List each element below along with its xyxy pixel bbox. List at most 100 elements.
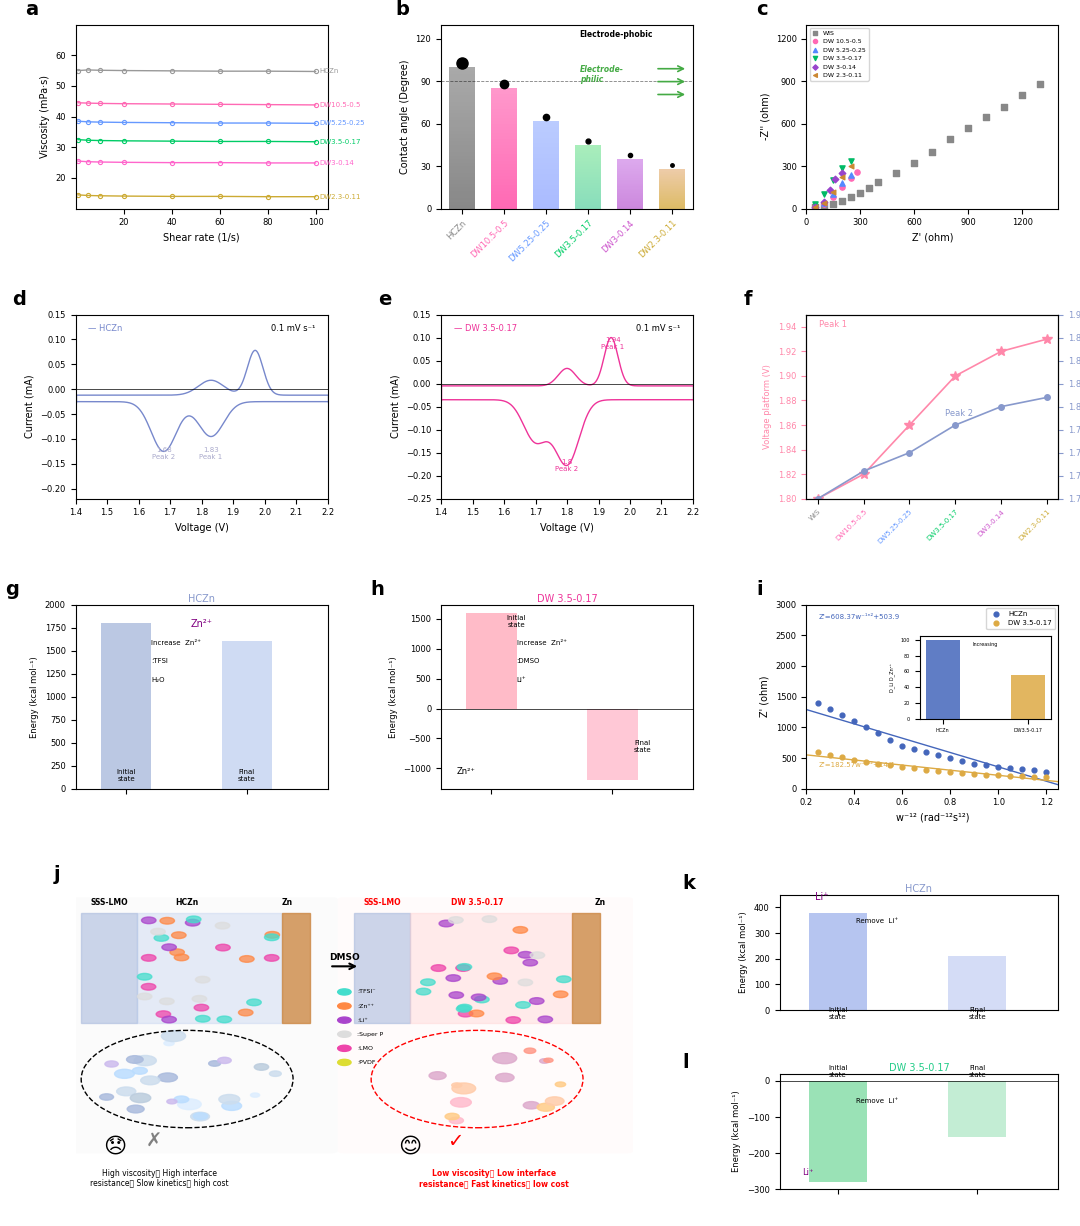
- Circle shape: [545, 1097, 564, 1106]
- Bar: [491, 88, 516, 91]
- Bar: [534, 125, 558, 128]
- Circle shape: [518, 951, 532, 959]
- Text: :Li⁺: :Li⁺: [357, 1018, 368, 1022]
- Circle shape: [132, 1068, 147, 1074]
- Bar: [449, 77, 474, 81]
- Circle shape: [162, 1016, 176, 1022]
- Bar: [491, 179, 516, 181]
- Text: Final
state: Final state: [969, 1065, 986, 1079]
- Bar: [491, 146, 516, 148]
- Bar: [618, 189, 643, 190]
- Circle shape: [254, 1064, 269, 1070]
- Bar: [449, 148, 474, 152]
- Text: — HCZn: — HCZn: [89, 324, 122, 332]
- DW 3.5-0.17: [858, 752, 875, 771]
- Circle shape: [471, 994, 486, 1000]
- Circle shape: [157, 1011, 171, 1018]
- Circle shape: [219, 1095, 240, 1105]
- DW 3.5-0.17: [906, 759, 923, 779]
- Circle shape: [154, 934, 168, 942]
- Text: Peak 1: Peak 1: [819, 320, 847, 329]
- Bar: [491, 188, 516, 190]
- Bar: [449, 191, 474, 195]
- Text: Electrode-
philic: Electrode- philic: [580, 65, 623, 83]
- Bar: [491, 130, 516, 134]
- Text: — DW 3.5-0.17: — DW 3.5-0.17: [454, 324, 516, 332]
- Bar: [534, 136, 558, 139]
- Bar: [576, 197, 600, 199]
- Text: Final
state: Final state: [239, 770, 256, 782]
- Bar: [576, 177, 600, 179]
- Text: Remove  Li⁺: Remove Li⁺: [856, 1097, 899, 1103]
- Circle shape: [265, 955, 279, 961]
- Bar: [221, 641, 272, 788]
- Circle shape: [457, 964, 472, 970]
- Bar: [491, 103, 516, 107]
- Y-axis label: Viscosity (mPa·s): Viscosity (mPa·s): [40, 75, 50, 158]
- Bar: [534, 150, 558, 152]
- Circle shape: [523, 1102, 539, 1110]
- Text: Li⁺: Li⁺: [801, 1168, 813, 1177]
- WIS: [807, 197, 824, 217]
- DW 3.5-0.17: [881, 755, 899, 775]
- Bar: [410, 912, 572, 1022]
- Circle shape: [507, 1016, 521, 1024]
- Bar: [534, 123, 558, 125]
- DW 5.25-0.25: [807, 197, 824, 217]
- Circle shape: [240, 955, 254, 962]
- Circle shape: [474, 997, 489, 1003]
- Circle shape: [192, 996, 206, 1002]
- Bar: [534, 121, 558, 123]
- Bar: [534, 180, 558, 183]
- Text: Initial
state: Initial state: [507, 614, 526, 628]
- HCZn: [810, 693, 827, 712]
- Bar: [618, 183, 643, 184]
- Bar: [576, 183, 600, 185]
- Circle shape: [251, 1094, 259, 1097]
- Bar: [576, 191, 600, 192]
- Text: 0.1 mV s⁻¹: 0.1 mV s⁻¹: [636, 324, 680, 332]
- Bar: [534, 163, 558, 164]
- DW 3-0.14: [821, 180, 838, 200]
- Bar: [618, 173, 643, 174]
- Y-axis label: Energy (kcal mol⁻¹): Energy (kcal mol⁻¹): [740, 911, 748, 993]
- Circle shape: [431, 965, 446, 971]
- Circle shape: [530, 951, 544, 959]
- Bar: [534, 183, 558, 184]
- Text: :PVDF: :PVDF: [357, 1060, 376, 1065]
- HCZn: [906, 739, 923, 759]
- Bar: [449, 128, 474, 131]
- DW 2.3-0.11: [815, 194, 833, 213]
- Bar: [576, 172, 600, 174]
- Circle shape: [451, 1083, 475, 1094]
- Bar: [491, 196, 516, 200]
- DW 3-0.14: [826, 169, 843, 189]
- DW 3.5-0.17: [977, 765, 995, 785]
- Bar: [491, 190, 516, 194]
- Circle shape: [193, 1113, 207, 1119]
- Bar: [618, 196, 643, 197]
- Bar: [449, 105, 474, 109]
- Bar: [449, 167, 474, 169]
- Bar: [618, 186, 643, 188]
- Text: e: e: [378, 291, 391, 309]
- Circle shape: [160, 917, 175, 924]
- DW 10.5-0.5: [834, 178, 851, 197]
- Circle shape: [529, 998, 544, 1004]
- Circle shape: [338, 1003, 351, 1009]
- Bar: [449, 85, 474, 88]
- WIS: [1014, 86, 1031, 105]
- Text: DW10.5-0.5: DW10.5-0.5: [320, 102, 361, 108]
- Bar: [449, 173, 474, 177]
- Bar: [809, 1081, 867, 1182]
- Y-axis label: Current (mA): Current (mA): [25, 375, 35, 439]
- DW 2.3-0.11: [834, 168, 851, 188]
- HCZn: [846, 711, 863, 731]
- Circle shape: [544, 1058, 553, 1063]
- DW 3-0.14: [815, 191, 833, 211]
- HCZn: [989, 756, 1007, 776]
- DW 10.5-0.5: [825, 188, 842, 207]
- Bar: [534, 142, 558, 145]
- Bar: [576, 169, 600, 170]
- DW 3.5-0.17: [869, 754, 887, 774]
